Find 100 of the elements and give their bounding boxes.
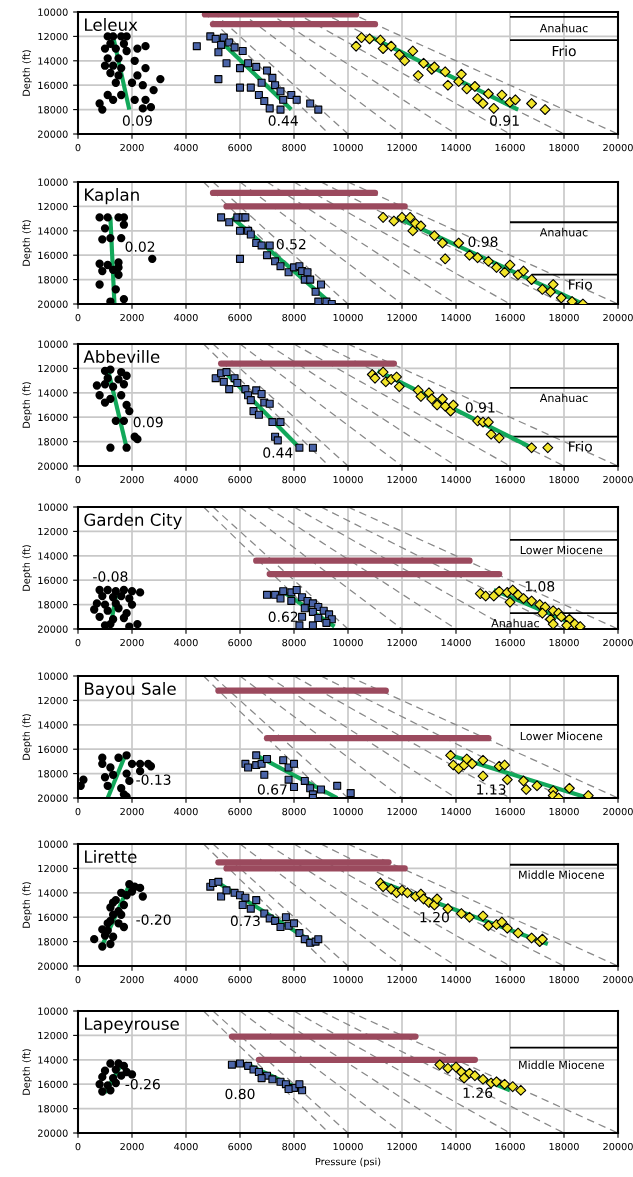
- x-tick-label: 4000: [174, 638, 198, 647]
- x-tick-label: 6000: [228, 975, 252, 984]
- y-tick-label: 18000: [38, 106, 68, 114]
- x-tick-label: 18000: [549, 313, 579, 322]
- x-tick-label: 0: [75, 807, 81, 816]
- x-tick-label: 20000: [603, 807, 633, 816]
- y-tick-label: 18000: [38, 770, 68, 778]
- y-axis-title: Depth (ft): [22, 382, 32, 428]
- y-tick-label: 14000: [38, 889, 68, 897]
- annotation: Lower Miocene: [520, 545, 603, 555]
- x-axis-title: Pressure (psi): [315, 1157, 381, 1168]
- x-tick-label: 6000: [228, 475, 252, 484]
- x-tick-label: 4000: [174, 313, 198, 322]
- y-tick-label: 16000: [38, 745, 68, 754]
- x-tick-label: 12000: [387, 143, 417, 152]
- y-tick-label: 18000: [38, 1105, 68, 1113]
- y-tick-label: 12000: [38, 696, 68, 705]
- x-tick-label: 10000: [333, 975, 363, 984]
- y-tick-label: 12000: [38, 32, 68, 41]
- x-tick-label: 18000: [549, 475, 579, 484]
- y-tick-label: 14000: [38, 389, 68, 397]
- y-tick-label: 20000: [38, 962, 68, 970]
- chart-title: Abbeville: [83, 350, 160, 363]
- x-tick-label: 0: [75, 313, 81, 322]
- annotation: 0.09: [122, 115, 152, 126]
- annotation: Anahuac: [539, 227, 588, 237]
- chart-title: Garden City: [84, 513, 182, 530]
- x-tick-label: 16000: [495, 1142, 525, 1151]
- x-tick-label: 8000: [282, 1142, 306, 1151]
- annotation: -0.26: [125, 1078, 160, 1090]
- x-tick-label: 4000: [174, 1142, 198, 1151]
- y-axis-title: Depth (ft): [22, 1049, 32, 1095]
- y-tick-label: 14000: [38, 227, 68, 235]
- y-tick-label: 20000: [38, 130, 68, 138]
- x-tick-label: 2000: [120, 143, 144, 152]
- x-tick-label: 12000: [387, 1142, 417, 1151]
- x-tick-label: 12000: [387, 638, 417, 647]
- y-axis-title: Depth (ft): [22, 50, 32, 96]
- x-tick-label: 10000: [333, 143, 363, 152]
- y-tick-label: 10000: [38, 178, 68, 186]
- y-tick-label: 16000: [38, 251, 68, 260]
- y-tick-label: 12000: [38, 202, 68, 211]
- x-tick-label: 16000: [495, 475, 525, 484]
- y-tick-label: 16000: [38, 1080, 68, 1089]
- x-tick-label: 18000: [549, 1142, 579, 1151]
- x-tick-label: 20000: [603, 638, 633, 647]
- x-tick-label: 20000: [603, 143, 633, 152]
- annotation: 1.20: [420, 911, 449, 923]
- annotation: 0.91: [465, 402, 495, 413]
- x-tick-label: 16000: [495, 143, 525, 152]
- x-tick-label: 10000: [333, 313, 363, 322]
- y-tick-label: 12000: [38, 1031, 68, 1040]
- y-tick-label: 10000: [38, 340, 68, 348]
- x-tick-label: 16000: [495, 638, 525, 647]
- x-tick-label: 14000: [441, 475, 471, 484]
- y-tick-label: 14000: [38, 721, 68, 729]
- y-tick-label: 16000: [38, 913, 68, 922]
- y-tick-label: 16000: [38, 576, 68, 585]
- y-tick-label: 10000: [38, 503, 68, 511]
- x-tick-label: 14000: [441, 975, 471, 984]
- y-tick-label: 16000: [38, 81, 68, 90]
- x-tick-label: 14000: [441, 638, 471, 647]
- annotation: -0.08: [93, 571, 128, 582]
- x-tick-label: 0: [75, 475, 81, 484]
- x-tick-label: 8000: [282, 807, 306, 816]
- chart-title: Kaplan: [85, 188, 139, 205]
- y-tick-label: 20000: [38, 794, 68, 802]
- x-tick-label: 12000: [387, 975, 417, 984]
- chart-title: Leleux: [85, 18, 138, 31]
- y-tick-label: 10000: [38, 1007, 68, 1015]
- x-tick-label: 10000: [333, 807, 363, 816]
- y-tick-label: 14000: [38, 57, 68, 65]
- y-axis-title: Depth (ft): [22, 714, 32, 760]
- x-tick-label: 6000: [228, 143, 252, 152]
- annotation: Anahuac: [491, 618, 539, 628]
- x-tick-label: 14000: [441, 807, 471, 816]
- x-tick-label: 14000: [441, 1142, 471, 1151]
- x-tick-label: 18000: [549, 975, 579, 984]
- x-tick-label: 14000: [441, 143, 471, 152]
- x-tick-label: 2000: [120, 475, 144, 484]
- annotation: 0.67: [257, 784, 287, 795]
- x-tick-label: 20000: [603, 475, 633, 484]
- x-tick-label: 0: [75, 143, 81, 152]
- y-tick-label: 18000: [38, 276, 68, 284]
- annotation: Middle Miocene: [519, 870, 604, 879]
- x-tick-label: 12000: [387, 475, 417, 484]
- y-tick-label: 16000: [38, 413, 68, 422]
- y-tick-label: 12000: [38, 527, 68, 536]
- x-tick-label: 4000: [174, 807, 198, 816]
- y-tick-label: 20000: [38, 1129, 68, 1137]
- x-tick-label: 20000: [603, 313, 633, 322]
- y-tick-label: 18000: [38, 438, 68, 446]
- y-tick-label: 18000: [38, 938, 68, 946]
- annotation: 0.62: [268, 611, 298, 623]
- y-tick-label: 20000: [38, 300, 68, 308]
- annotation: 0.44: [268, 115, 298, 126]
- x-tick-label: 4000: [174, 975, 198, 984]
- annotation: 0.80: [225, 1088, 255, 1100]
- x-tick-label: 6000: [228, 807, 252, 816]
- annotation: Frio: [569, 440, 592, 452]
